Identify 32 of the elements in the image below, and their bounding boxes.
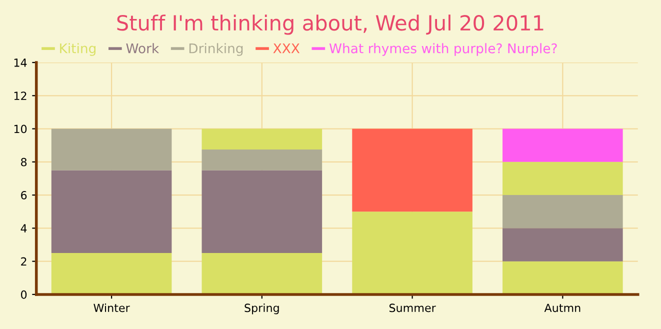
y-tick-label: 10 [14,124,27,134]
legend-label: Work [126,43,160,54]
bar [51,253,172,294]
chart-title: Stuff I'm thinking about, Wed Jul 20 2011 [117,14,544,35]
bar [202,149,322,170]
legend-label: Drinking [189,43,243,56]
y-tick-label: 0 [20,290,27,299]
x-tick-label: Summer [389,304,436,312]
bar [202,170,322,254]
y-tick-label: 2 [21,257,26,266]
x-tick-label: Winter [94,303,130,312]
x-tick-label: Autmn [544,304,580,312]
bar [502,162,623,196]
bar [502,261,623,294]
bar [51,128,172,170]
bar [202,253,322,294]
legend-label: What rhymes with purple? Nurple? [329,43,557,56]
x-tick-label: Spring [244,303,279,314]
bar [202,128,322,150]
y-tick-label: 6 [21,191,27,200]
bar [352,212,472,294]
bar [502,228,623,262]
y-tick-label: 14 [14,58,27,67]
y-tick-label: 4 [20,224,27,232]
bar [51,170,172,254]
bar [352,128,472,212]
y-tick-label: 8 [21,158,27,166]
y-tick-label: 12 [14,92,26,100]
legend-label: Kiting [60,43,96,56]
legend-label: XXX [273,44,300,54]
bar [502,195,623,228]
bar [502,128,623,162]
